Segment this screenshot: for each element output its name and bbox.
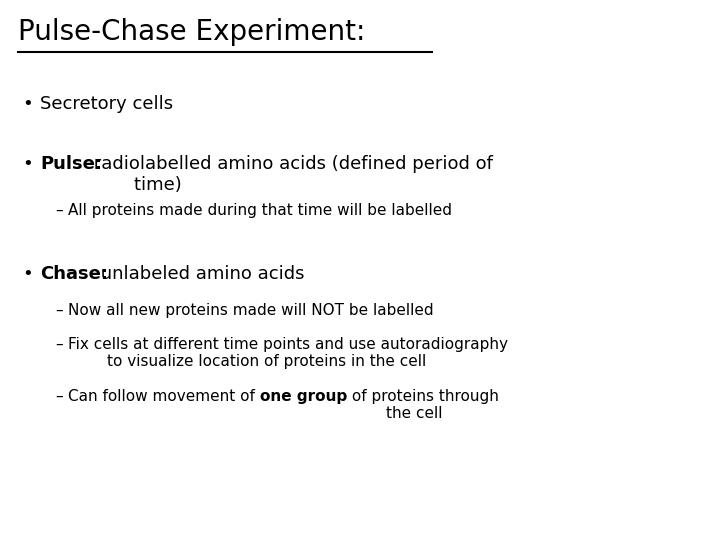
Text: of proteins through
        the cell: of proteins through the cell (347, 389, 499, 421)
Text: –: – (55, 389, 63, 404)
Text: Secretory cells: Secretory cells (40, 95, 173, 113)
Text: •: • (22, 155, 32, 173)
Text: –: – (55, 337, 63, 352)
Text: unlabeled amino acids: unlabeled amino acids (95, 265, 305, 283)
Text: one group: one group (260, 389, 347, 404)
Text: •: • (22, 95, 32, 113)
Text: radiolabelled amino acids (defined period of
        time): radiolabelled amino acids (defined perio… (88, 155, 493, 194)
Text: Pulse:: Pulse: (40, 155, 102, 173)
Text: –: – (55, 203, 63, 218)
Text: Chase:: Chase: (40, 265, 108, 283)
Text: Now all new proteins made will NOT be labelled: Now all new proteins made will NOT be la… (68, 303, 433, 318)
Text: All proteins made during that time will be labelled: All proteins made during that time will … (68, 203, 452, 218)
Text: –: – (55, 303, 63, 318)
Text: •: • (22, 265, 32, 283)
Text: Can follow movement of: Can follow movement of (68, 389, 260, 404)
Text: Fix cells at different time points and use autoradiography
        to visualize : Fix cells at different time points and u… (68, 337, 508, 369)
Text: Pulse-Chase Experiment:: Pulse-Chase Experiment: (18, 18, 365, 46)
